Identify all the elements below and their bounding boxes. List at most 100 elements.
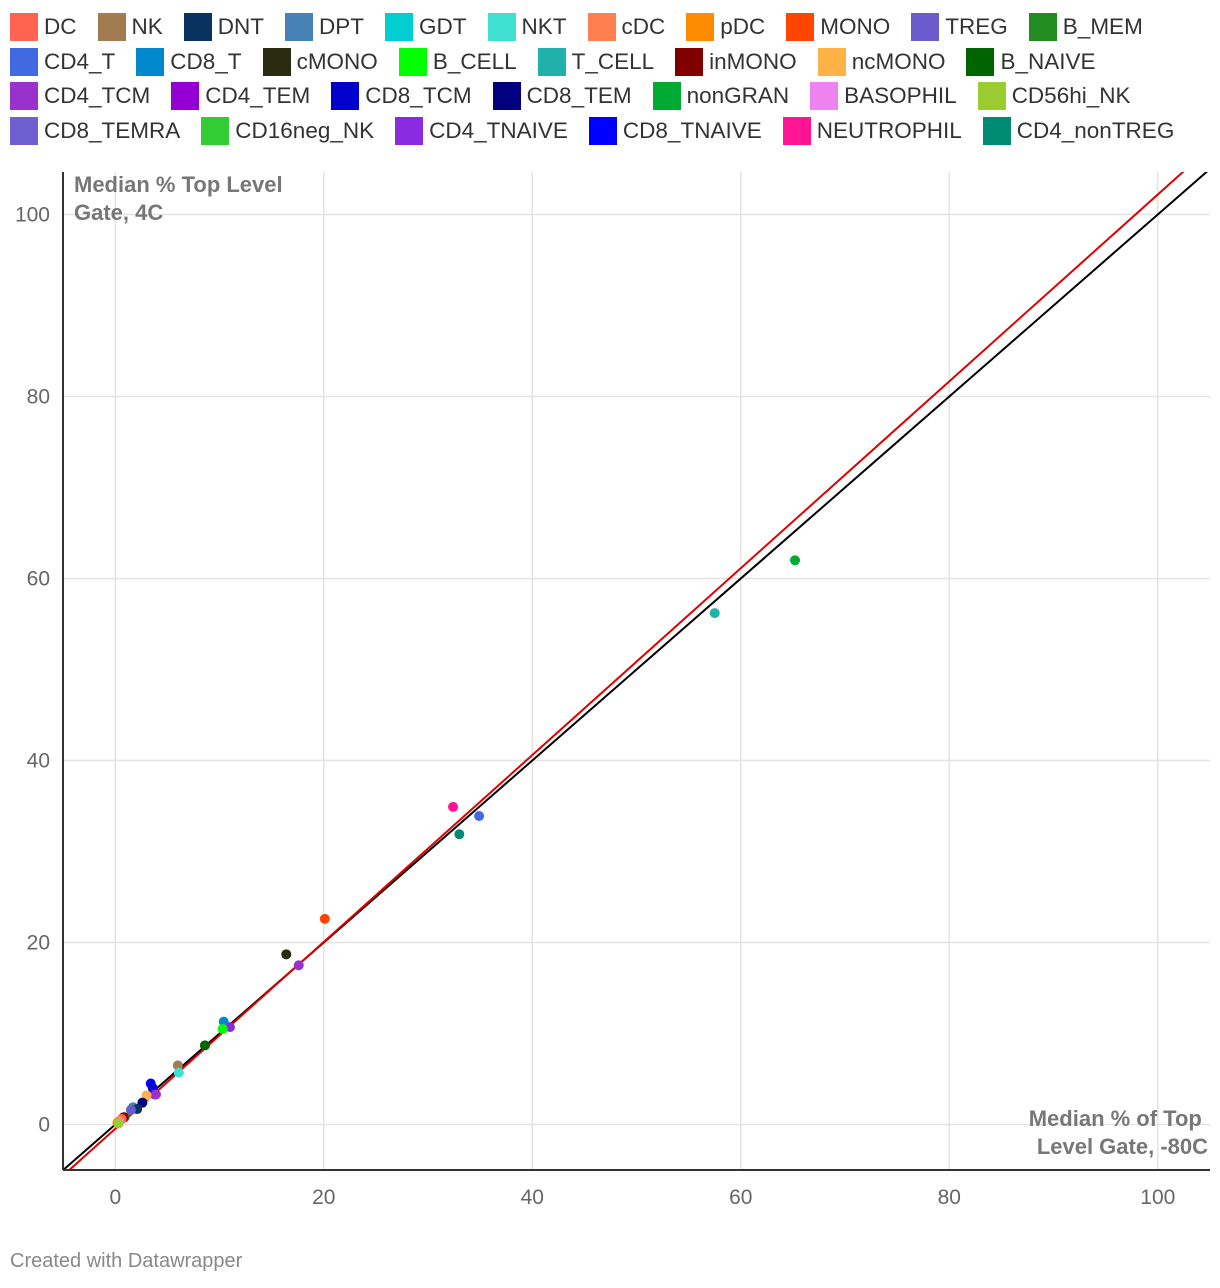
legend-swatch <box>810 82 839 111</box>
data-point-nkt <box>173 1067 184 1078</box>
data-points <box>112 555 801 1129</box>
legend-label: CD8_TCM <box>365 83 472 109</box>
legend: DC NK DNT DPT GDT NKT cDC pDC MONO TREG B_MEM CD4_T… <box>10 10 1215 148</box>
legend-label: GDT <box>419 14 467 40</box>
data-point-b-cell <box>217 1023 228 1034</box>
data-point-nongran <box>790 555 801 566</box>
legend-label: CD4_T <box>44 48 116 74</box>
legend-label: CD4_TNAIVE <box>429 117 568 143</box>
legend-label: DNT <box>217 14 265 40</box>
y-tick-label: 0 <box>38 1114 50 1137</box>
legend-item-mono: MONO <box>786 13 890 42</box>
legend-swatch <box>10 82 38 111</box>
legend-label: B_MEM <box>1062 14 1143 40</box>
x-tick-label: 20 <box>312 1186 335 1209</box>
reference-lines <box>63 172 1209 1170</box>
legend-swatch <box>136 47 165 76</box>
legend-item-cd8-tnaive: CD8_TNAIVE <box>588 116 762 145</box>
legend-label: T_CELL <box>571 48 655 74</box>
legend-item-cmono: cMONO <box>262 47 378 76</box>
x-axis-title: Median % of Top Level Gate, -80C <box>1029 1106 1208 1159</box>
legend-swatch <box>686 13 715 42</box>
legend-label: CD4_TCM <box>44 83 151 109</box>
legend-item-dpt: DPT <box>285 13 365 42</box>
legend-swatch <box>966 47 995 76</box>
legend-swatch <box>977 82 1006 111</box>
legend-item-gdt: GDT <box>385 13 467 42</box>
legend-label: inMONO <box>709 48 797 74</box>
legend-label: CD4_TEM <box>205 83 311 109</box>
data-point-cd4-t <box>474 811 485 822</box>
legend-label: B_CELL <box>432 48 517 74</box>
legend-swatch <box>492 82 521 111</box>
legend-label: cMONO <box>296 48 378 74</box>
legend-label: DC <box>44 14 77 40</box>
data-point-cmono <box>281 949 292 960</box>
legend-item-nongran: nonGRAN <box>652 82 789 111</box>
data-point-neutrophil <box>448 801 459 812</box>
legend-item-cd8-tcm: CD8_TCM <box>331 82 472 111</box>
legend-item-treg: TREG <box>911 13 1008 42</box>
data-point-cd56hi-nk <box>113 1118 124 1129</box>
legend-item-cdc: cDC <box>587 13 666 42</box>
legend-item-cd8-temra: CD8_TEMRA <box>10 116 181 145</box>
legend-item-ncmono: ncMONO <box>817 47 946 76</box>
tick-labels: 0 20 40 60 80 100 0 20 40 60 80 100 <box>15 204 1175 1210</box>
legend-item-cd16neg-nk: CD16neg_NK <box>201 116 374 145</box>
legend-item-b-cell: B_CELL <box>398 47 517 76</box>
x-tick-label: 80 <box>938 1186 961 1209</box>
legend-label: NEUTROPHIL <box>816 117 962 143</box>
reference-line <box>63 172 1209 1170</box>
data-point-t-cell <box>709 608 720 619</box>
legend-row: DC NK DNT DPT GDT NKT cDC pDC MONO TREG B_MEM <box>10 10 1215 45</box>
legend-swatch <box>487 13 516 42</box>
legend-label: NK <box>131 14 163 40</box>
legend-swatch <box>395 116 424 145</box>
y-tick-label: 20 <box>27 932 50 955</box>
legend-swatch <box>652 82 681 111</box>
data-point-b-naive <box>199 1040 210 1051</box>
legend-item-basophil: BASOPHIL <box>810 82 957 111</box>
legend-swatch <box>10 13 38 42</box>
legend-swatch <box>183 13 212 42</box>
legend-label: CD8_TEMRA <box>44 117 181 143</box>
legend-swatch <box>398 47 427 76</box>
legend-swatch <box>817 47 846 76</box>
legend-item-cd4-t: CD4_T <box>10 47 116 76</box>
legend-label: CD8_TNAIVE <box>622 117 762 143</box>
legend-label: BASOPHIL <box>844 83 957 109</box>
legend-swatch <box>331 82 360 111</box>
legend-swatch <box>262 47 291 76</box>
legend-label: cDC <box>621 14 666 40</box>
legend-row: CD4_TCM CD4_TEM CD8_TCM CD8_TEM nonGRAN BASOP… <box>10 79 1215 114</box>
legend-row: CD8_TEMRA CD16neg_NK CD4_TNAIVE CD8_TNAIVE N… <box>10 114 1215 149</box>
grid <box>63 172 1210 1170</box>
x-tick-label: 0 <box>109 1186 121 1209</box>
y-axis-title-line-1: Median % Top Level <box>74 172 283 197</box>
legend-item-dc: DC <box>10 13 77 42</box>
data-point-cd4-nontreg <box>454 829 465 840</box>
legend-swatch <box>171 82 200 111</box>
legend-item-nkt: NKT <box>487 13 567 42</box>
legend-item-cd4-tnaive: CD4_TNAIVE <box>395 116 568 145</box>
legend-item-cd8-tem: CD8_TEM <box>492 82 632 111</box>
y-axis-title-line-2: Gate, 4C <box>74 200 163 225</box>
legend-swatch <box>982 116 1011 145</box>
x-tick-label: 60 <box>729 1186 752 1209</box>
legend-swatch <box>588 116 617 145</box>
legend-label: CD8_TEM <box>526 83 632 109</box>
x-tick-label: 100 <box>1140 1186 1175 1209</box>
legend-swatch <box>911 13 940 42</box>
legend-label: pDC <box>720 14 766 40</box>
y-tick-label: 100 <box>15 204 50 227</box>
credit-text: Created with Datawrapper <box>10 1250 243 1272</box>
legend-row: CD4_T CD8_T cMONO B_CELL T_CELL inMONO ncMONO B… <box>10 45 1215 80</box>
data-point-cd4-tcm <box>293 960 304 971</box>
legend-item-inmono: inMONO <box>675 47 797 76</box>
y-tick-label: 40 <box>27 750 50 773</box>
legend-label: B_NAIVE <box>1000 48 1096 74</box>
legend-label: DPT <box>319 14 365 40</box>
legend-label: ncMONO <box>851 48 946 74</box>
legend-item-cd4-tem: CD4_TEM <box>171 82 311 111</box>
legend-swatch <box>285 13 314 42</box>
